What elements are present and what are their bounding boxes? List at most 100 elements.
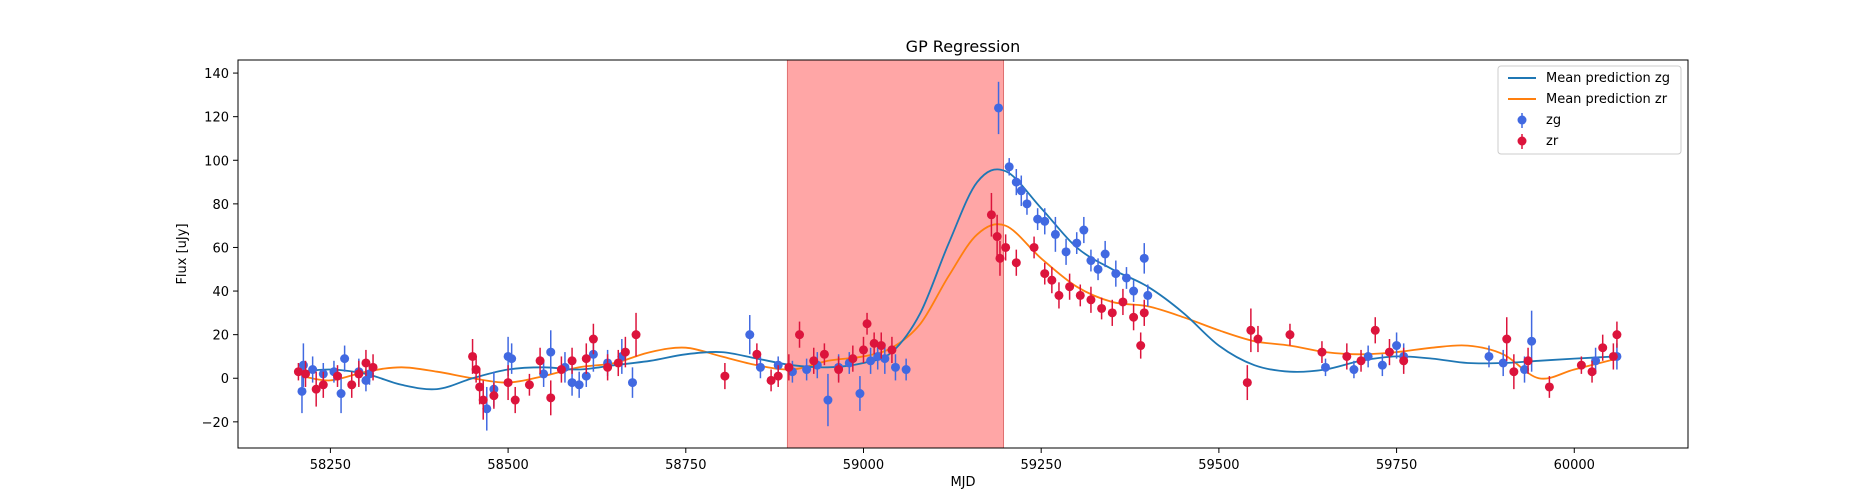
- zr-point: [986, 210, 996, 220]
- zr-point: [1612, 330, 1622, 340]
- x-tick-label: 58250: [310, 458, 351, 473]
- zg-point: [873, 351, 883, 361]
- legend-frame: [1497, 65, 1682, 155]
- zg-point: [297, 386, 307, 396]
- zg-point: [1061, 247, 1071, 257]
- zr-point: [1384, 347, 1394, 357]
- zg-point: [1321, 362, 1330, 372]
- plot-frame: [237, 59, 1689, 449]
- zr-point: [603, 362, 613, 372]
- zr-point: [795, 330, 805, 340]
- zr-point: [1356, 356, 1366, 366]
- zg-point: [574, 380, 584, 390]
- zg-point: [308, 365, 318, 375]
- zr-point: [784, 362, 794, 372]
- x-tick-label: 59500: [1198, 458, 1239, 473]
- zg-point: [901, 365, 911, 375]
- zg-point: [1004, 162, 1014, 172]
- zr-point: [1047, 275, 1057, 285]
- zr-point: [1136, 341, 1146, 351]
- zg-point: [1527, 336, 1537, 346]
- y-tick-label: 80: [212, 198, 229, 213]
- zg-point: [745, 330, 755, 340]
- zr-point: [1317, 347, 1327, 357]
- zr-point: [1587, 367, 1597, 377]
- zr-point: [773, 371, 783, 381]
- zg-point: [507, 354, 517, 364]
- chart-title: GP Regression: [906, 37, 1021, 56]
- zr-point: [1399, 356, 1409, 366]
- zr-point: [1029, 242, 1039, 252]
- y-tick-label: −20: [202, 416, 229, 431]
- zr-point: [468, 351, 478, 361]
- legend-label-zr: zr: [1546, 134, 1559, 149]
- zr-point: [524, 380, 534, 390]
- legend-marker-zg: [1517, 115, 1527, 125]
- zg-point: [1033, 214, 1043, 224]
- zr-point: [471, 365, 481, 375]
- zr-point: [766, 375, 776, 385]
- zg-point: [482, 404, 492, 414]
- zg-point: [546, 347, 556, 357]
- zg-point: [1072, 238, 1082, 248]
- zr-point: [546, 393, 556, 403]
- x-tick-label: 58750: [665, 458, 706, 473]
- zr-point: [1523, 356, 1533, 366]
- zr-point: [311, 384, 321, 394]
- y-tick-label: 100: [204, 154, 229, 169]
- zr-point: [995, 253, 1005, 263]
- zg-point: [1121, 273, 1131, 283]
- zg-point: [581, 371, 591, 381]
- zg-point: [1050, 229, 1060, 239]
- zr-point: [1576, 360, 1586, 370]
- zg-point: [1093, 264, 1103, 274]
- x-tick-label: 59750: [1376, 458, 1417, 473]
- zg-point: [340, 354, 350, 364]
- zg-point: [1392, 341, 1402, 351]
- zr-point: [1040, 269, 1050, 279]
- zg-point: [1129, 286, 1139, 296]
- zg-point: [802, 365, 812, 375]
- zg-point: [1484, 351, 1494, 361]
- zr-point: [834, 365, 844, 375]
- legend: Mean prediction zg Mean prediction zr zg…: [1497, 65, 1682, 155]
- zg-point: [1520, 365, 1530, 375]
- zr-point: [752, 349, 762, 359]
- zr-point: [1118, 297, 1128, 307]
- zr-point: [333, 371, 343, 381]
- zr-point: [1502, 334, 1512, 344]
- zr-point: [1544, 382, 1554, 392]
- zr-point: [1242, 378, 1252, 388]
- y-axis-ticks: −20 0 20 40 60 80 100 120 140: [202, 67, 238, 431]
- zr-point: [318, 380, 328, 390]
- zg-point: [336, 389, 346, 399]
- zg-point: [1377, 360, 1387, 370]
- zr-point: [1509, 367, 1519, 377]
- shaded-region: [786, 59, 1005, 449]
- zg-point: [539, 369, 549, 379]
- legend-label-mean-zr: Mean prediction zr: [1546, 92, 1668, 107]
- zg-point: [1111, 269, 1121, 279]
- y-tick-label: 120: [204, 111, 229, 126]
- data-points-layer: [293, 81, 1622, 431]
- zr-point: [858, 345, 868, 355]
- zr-point: [1139, 308, 1149, 318]
- zg-point: [1139, 253, 1149, 263]
- zg-point: [627, 378, 637, 388]
- zr-point: [301, 369, 311, 379]
- zg-point: [1086, 256, 1096, 266]
- x-tick-label: 59000: [843, 458, 884, 473]
- zr-point: [535, 356, 545, 366]
- zg-point: [890, 362, 900, 372]
- y-tick-label: 60: [212, 241, 229, 256]
- zg-point: [1591, 356, 1601, 366]
- zr-point: [1285, 330, 1295, 340]
- zg-point: [1022, 199, 1032, 209]
- zr-point: [347, 380, 357, 390]
- zg-point: [567, 378, 577, 388]
- legend-marker-zr: [1517, 136, 1527, 146]
- zr-point: [992, 232, 1002, 242]
- y-tick-label: 140: [204, 67, 229, 82]
- zr-point: [631, 330, 641, 340]
- zr-point: [1001, 242, 1011, 252]
